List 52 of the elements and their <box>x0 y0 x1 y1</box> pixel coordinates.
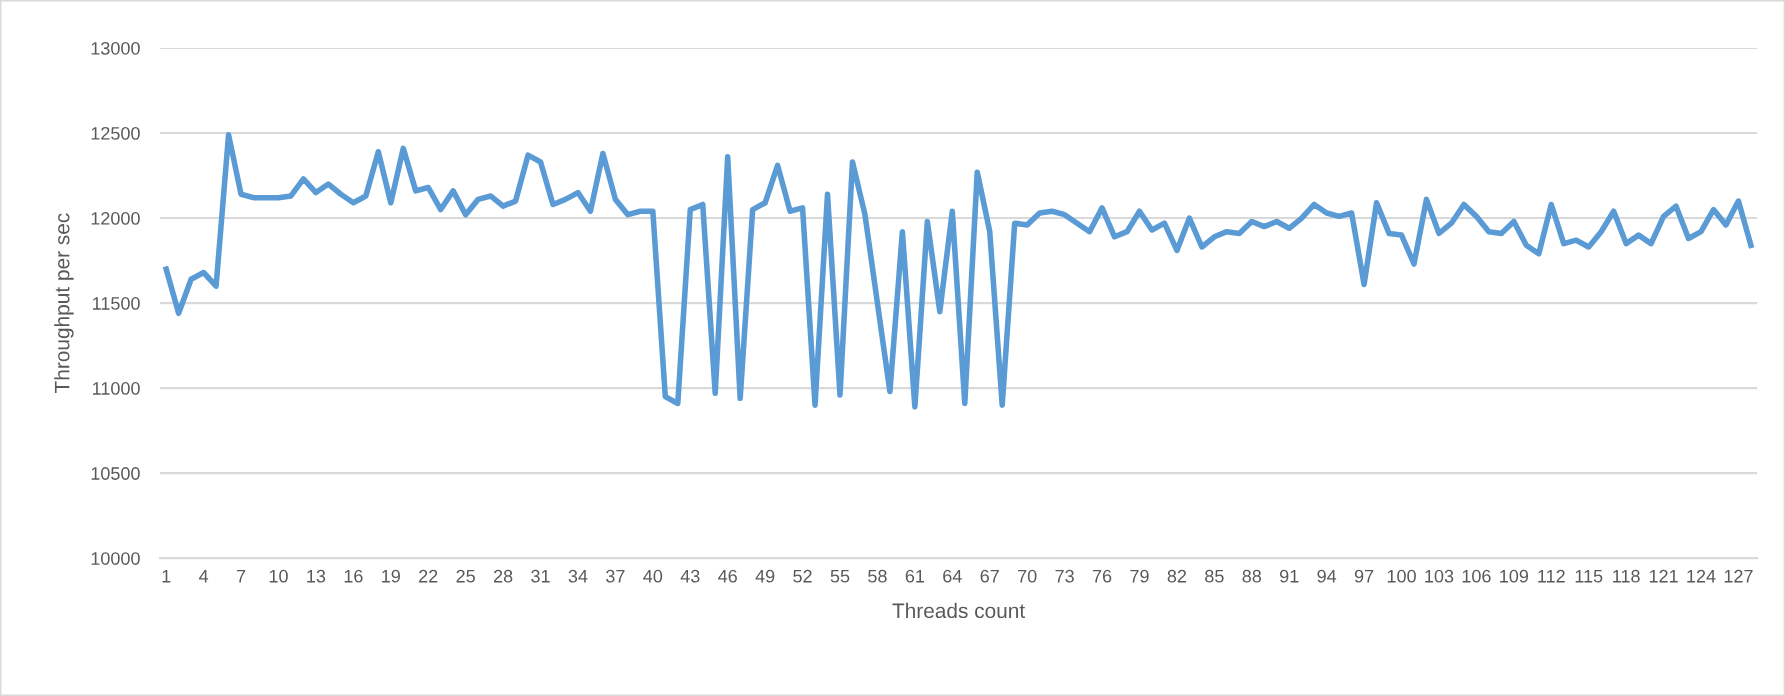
x-tick-label: 7 <box>236 569 246 583</box>
x-tick-label: 67 <box>980 569 999 583</box>
x-tick-label: 91 <box>1280 569 1299 583</box>
x-tick-label: 13 <box>307 569 326 583</box>
x-tick-label: 4 <box>199 569 209 583</box>
x-tick-label: 40 <box>643 569 663 583</box>
x-tick-label: 127 <box>1724 569 1753 583</box>
x-axis-title: Threads count <box>892 602 1025 619</box>
x-tick-label: 73 <box>1055 569 1074 583</box>
y-tick-label: 10500 <box>91 467 140 480</box>
y-tick-label: 10000 <box>91 552 140 565</box>
x-tick-label: 28 <box>493 569 513 583</box>
x-tick-label: 43 <box>680 569 700 583</box>
y-axis-title: Throughput per sec <box>54 213 74 393</box>
x-tick-label: 10 <box>269 569 288 583</box>
x-tick-label: 70 <box>1018 569 1037 583</box>
y-tick-label: 12000 <box>91 212 140 225</box>
x-tick-label: 55 <box>830 569 850 583</box>
y-tick-label: 11500 <box>93 297 140 310</box>
x-tick-label: 85 <box>1205 569 1224 583</box>
x-tick-label: 1 <box>162 569 171 583</box>
x-tick-label: 112 <box>1538 569 1565 583</box>
x-tick-label: 46 <box>718 569 737 583</box>
y-tick-label: 12500 <box>91 126 140 140</box>
x-tick-label: 109 <box>1500 569 1529 583</box>
x-tick-label: 19 <box>382 569 400 583</box>
x-tick-label: 121 <box>1649 569 1678 583</box>
x-tick-label: 106 <box>1462 569 1491 583</box>
x-tick-label: 61 <box>905 569 925 583</box>
x-tick-label: 124 <box>1687 569 1716 583</box>
x-tick-label: 52 <box>793 569 812 583</box>
x-tick-label: 31 <box>531 569 550 583</box>
x-tick-label: 58 <box>868 569 887 583</box>
x-tick-label: 37 <box>606 569 625 583</box>
x-tick-label: 88 <box>1242 569 1262 583</box>
x-tick-label: 103 <box>1425 569 1454 583</box>
x-tick-label: 49 <box>755 569 775 583</box>
y-tick-label: 11000 <box>93 382 140 395</box>
y-tick-label: 13000 <box>91 41 140 55</box>
x-tick-label: 118 <box>1613 569 1640 583</box>
x-tick-label: 94 <box>1317 569 1337 583</box>
x-tick-label: 25 <box>456 569 475 583</box>
x-tick-label: 76 <box>1092 569 1112 583</box>
x-tick-label: 100 <box>1387 569 1416 583</box>
x-tick-label: 16 <box>344 569 363 583</box>
x-tick-label: 79 <box>1130 569 1149 583</box>
x-tick-label: 64 <box>943 569 962 583</box>
x-tick-label: 115 <box>1575 569 1603 583</box>
x-tick-label: 82 <box>1167 569 1187 583</box>
x-tick-label: 22 <box>419 569 438 583</box>
x-tick-label: 97 <box>1354 569 1374 583</box>
x-tick-label: 34 <box>568 569 588 583</box>
